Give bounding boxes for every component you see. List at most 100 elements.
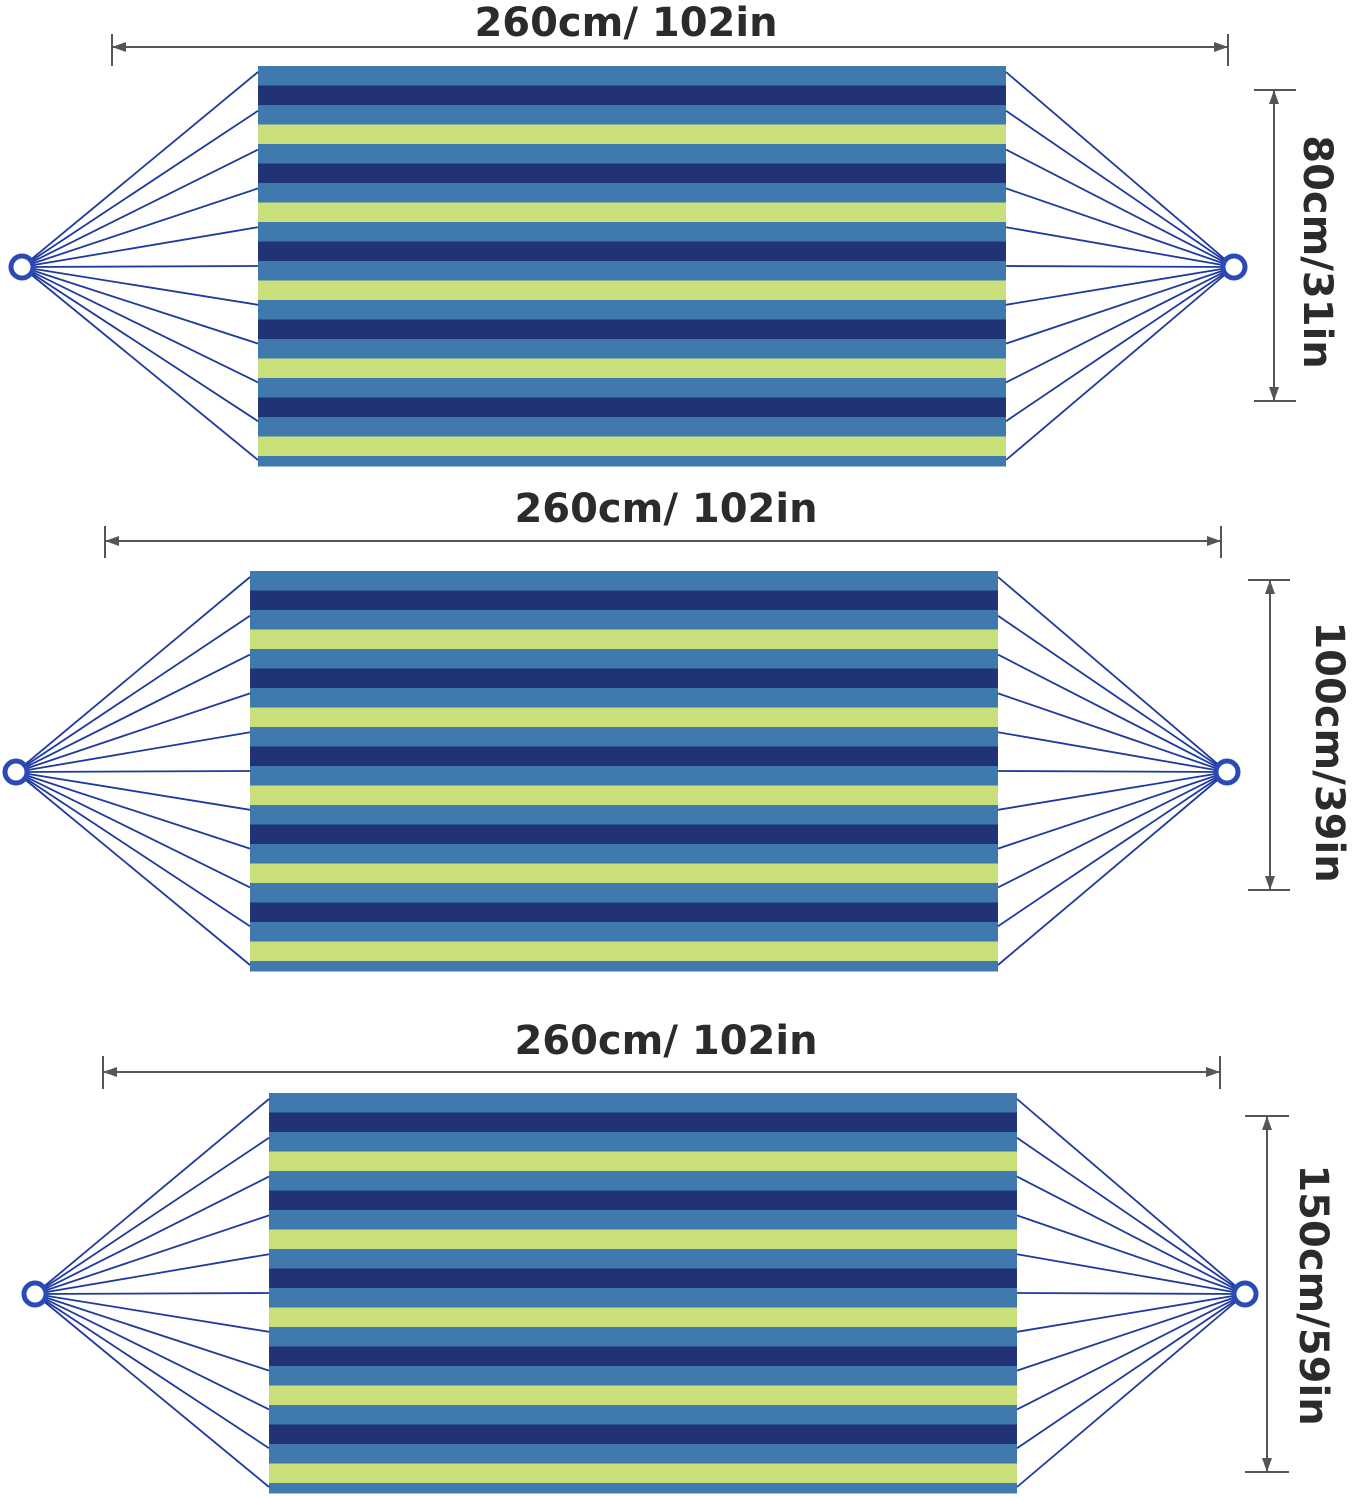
rope-line xyxy=(34,1137,270,1295)
rope-line xyxy=(34,1253,270,1295)
rope-line xyxy=(997,653,1228,773)
rope-line xyxy=(1016,1293,1246,1488)
rope-line xyxy=(15,692,251,773)
fabric-stripe xyxy=(269,1405,1017,1425)
rope-line xyxy=(1016,1293,1246,1333)
width-dimension: 80cm/31in xyxy=(1254,89,1340,402)
right-ring-icon xyxy=(1220,253,1248,281)
hammock-ropes xyxy=(34,1098,1246,1488)
right-ring-icon xyxy=(1231,1280,1259,1308)
width-label: 100cm/39in xyxy=(1306,621,1352,882)
length-arrow-left xyxy=(105,536,119,546)
length-label: 260cm/ 102in xyxy=(474,0,777,46)
fabric-stripe xyxy=(250,727,998,747)
fabric-stripe xyxy=(250,610,998,630)
fabric-stripe xyxy=(250,629,998,650)
fabric-stripe xyxy=(269,1307,1017,1328)
hammock-ropes xyxy=(15,576,1228,966)
fabric-stripe xyxy=(258,417,1006,437)
rope-line xyxy=(21,71,259,268)
fabric-stripe xyxy=(269,1112,1017,1133)
fabric-stripe xyxy=(250,571,998,591)
right-ring-icon xyxy=(1213,758,1241,786)
fabric-stripe xyxy=(269,1229,1017,1250)
rope-line xyxy=(1005,266,1235,422)
fabric-stripe xyxy=(250,668,998,689)
length-dimension: 260cm/ 102in xyxy=(111,0,1229,66)
rope-line xyxy=(1005,266,1235,384)
fabric-stripe xyxy=(258,105,1006,125)
fabric-stripe xyxy=(250,824,998,845)
fabric-stripe xyxy=(250,961,998,972)
rope-line xyxy=(21,266,259,461)
fabric-stripe xyxy=(258,183,1006,203)
rope-line xyxy=(21,226,259,268)
rope-line xyxy=(34,1214,270,1295)
fabric-stripe xyxy=(250,766,998,786)
hammock-fabric xyxy=(250,571,998,972)
fabric-stripe xyxy=(269,1366,1017,1386)
left-ring-icon xyxy=(2,758,30,786)
hammock-fabric xyxy=(258,66,1006,467)
fabric-stripe xyxy=(250,863,998,884)
fabric-stripe xyxy=(269,1268,1017,1289)
length-arrow-right xyxy=(1207,536,1221,546)
fabric-stripe xyxy=(269,1132,1017,1152)
rope-line xyxy=(997,771,1228,966)
rope-line xyxy=(1016,1214,1246,1295)
rope-line xyxy=(34,1293,270,1411)
hammock-ropes xyxy=(21,71,1235,461)
fabric-stripe xyxy=(258,378,1006,398)
rope-line xyxy=(15,770,251,773)
fabric-stripe xyxy=(269,1444,1017,1464)
fabric-stripe xyxy=(258,163,1006,184)
fabric-stripe xyxy=(258,222,1006,242)
fabric-stripe xyxy=(258,66,1006,86)
rope-line xyxy=(1016,1292,1246,1295)
rope-line xyxy=(15,771,251,927)
rope-line xyxy=(1005,148,1235,268)
rope-line xyxy=(997,731,1228,773)
rope-line xyxy=(1005,265,1235,268)
fabric-stripe xyxy=(258,436,1006,457)
rope-line xyxy=(1005,226,1235,268)
width-arrow-bottom xyxy=(1265,876,1275,890)
rope-line xyxy=(34,1175,270,1295)
rope-line xyxy=(15,653,251,773)
fabric-stripe xyxy=(269,1483,1017,1494)
length-label: 260cm/ 102in xyxy=(514,1018,817,1064)
fabric-stripe xyxy=(258,202,1006,223)
fabric-stripe xyxy=(269,1346,1017,1367)
length-arrow-right xyxy=(1214,42,1228,52)
width-arrow-top xyxy=(1265,580,1275,594)
width-dimension: 150cm/59in xyxy=(1245,1115,1336,1473)
rope-line xyxy=(1005,266,1235,461)
width-label: 80cm/31in xyxy=(1294,135,1340,369)
fabric-stripe xyxy=(258,339,1006,359)
width-arrow-top xyxy=(1262,1116,1272,1130)
rope-line xyxy=(15,771,251,889)
rope-line xyxy=(21,110,259,268)
rope-line xyxy=(997,576,1228,773)
width-arrow-bottom xyxy=(1262,1458,1272,1472)
fabric-stripe xyxy=(250,707,998,728)
fabric-stripe xyxy=(269,1210,1017,1230)
rope-line xyxy=(15,771,251,966)
length-arrow-right xyxy=(1206,1067,1220,1077)
rope-line xyxy=(34,1292,270,1295)
fabric-stripe xyxy=(258,85,1006,106)
fabric-stripe xyxy=(269,1288,1017,1308)
fabric-stripe xyxy=(269,1093,1017,1113)
fabric-stripe xyxy=(250,941,998,962)
rope-line xyxy=(1016,1175,1246,1295)
fabric-stripe xyxy=(250,902,998,923)
hammock-80cm: 260cm/ 102in 80cm/31in xyxy=(8,0,1340,467)
rope-line xyxy=(1016,1253,1246,1295)
hammock-fabric xyxy=(269,1093,1017,1494)
rope-line xyxy=(34,1293,270,1488)
rope-line xyxy=(1016,1098,1246,1295)
rope-line xyxy=(15,731,251,773)
length-label: 260cm/ 102in xyxy=(514,486,817,532)
fabric-stripe xyxy=(258,456,1006,467)
length-dimension: 260cm/ 102in xyxy=(104,486,1222,558)
